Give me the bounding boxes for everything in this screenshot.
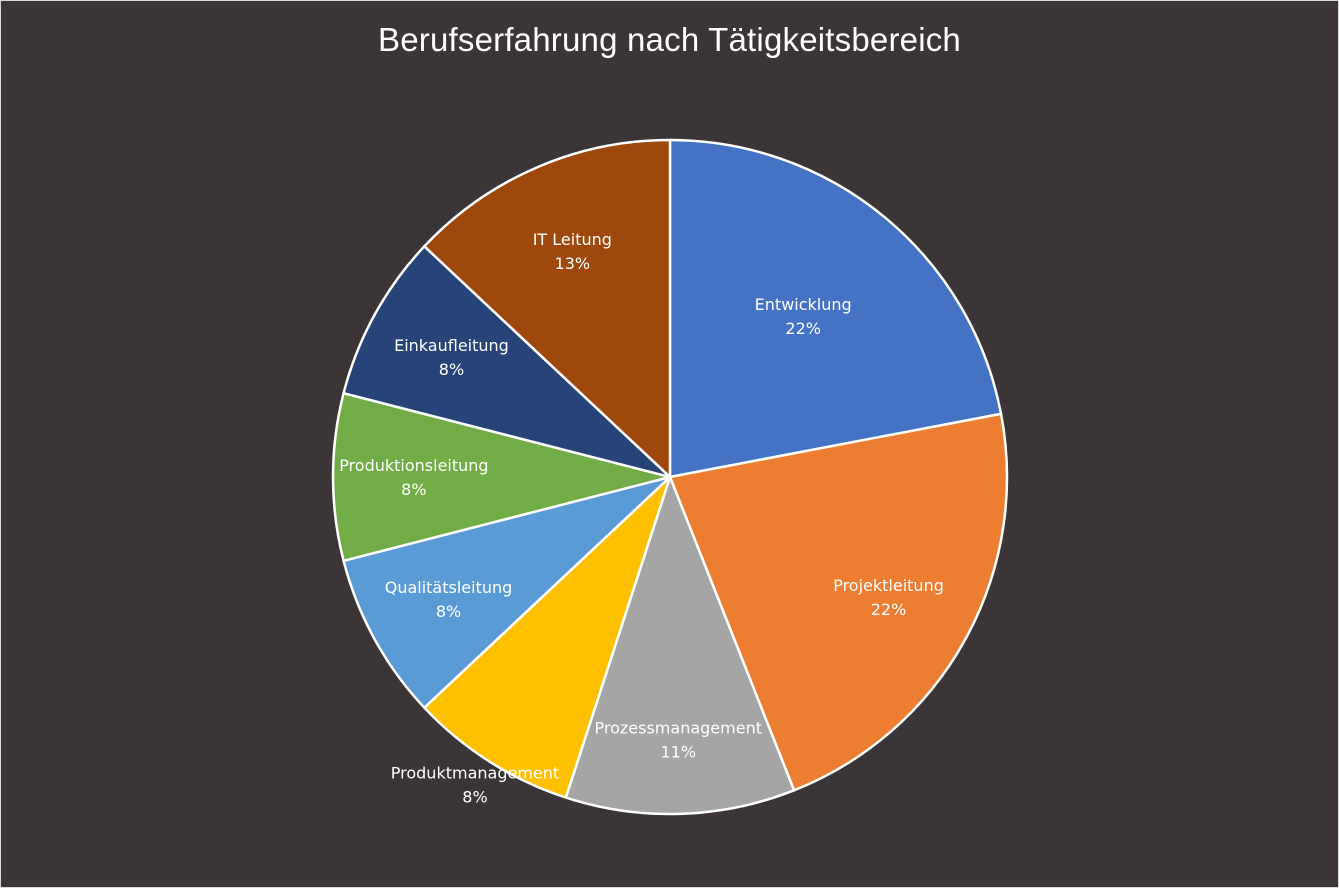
data-label-category: IT Leitung	[533, 230, 612, 249]
pie-slice-einkaufleitung	[342, 245, 672, 479]
data-label-percent: 8%	[401, 480, 426, 499]
data-label-category: Prozessmanagement	[595, 719, 762, 738]
data-label-category: Produktmanagement	[391, 763, 559, 782]
pie-slice-projektleitung	[668, 412, 1009, 792]
data-label: Projektleitung 22%	[833, 576, 944, 619]
data-label-percent: 8%	[436, 602, 461, 621]
data-label: Prozessmanagement 11%	[595, 719, 762, 762]
data-label: Produktionsleitung 8%	[339, 456, 488, 499]
pie-labels: Entwicklung 22% Projektleitung 22% Prozessma…	[339, 230, 944, 806]
data-label-percent: 22%	[871, 600, 907, 619]
data-label-category: Produktionsleitung	[339, 456, 488, 475]
data-label: IT Leitung 13%	[533, 230, 612, 273]
data-label: Entwicklung 22%	[755, 295, 852, 338]
data-label: Qualitätsleitung 8%	[385, 578, 513, 621]
pie-slice-produktionsleitung	[331, 391, 672, 563]
chart-title: Berufserfahrung nach Tätigkeitsbereich	[378, 21, 961, 58]
pie-slice-prozessmanagement	[564, 475, 796, 816]
data-label: Einkaufleitung 8%	[394, 336, 509, 379]
data-label-percent: 8%	[462, 787, 487, 806]
data-label-percent: 11%	[660, 743, 696, 762]
data-label-category: Entwicklung	[755, 295, 852, 314]
data-label: Produktmanagement 8%	[391, 763, 559, 806]
data-label-percent: 22%	[785, 319, 821, 338]
data-label-percent: 13%	[555, 254, 591, 273]
pie-slices	[331, 138, 1009, 816]
data-label-percent: 8%	[439, 360, 464, 379]
data-label-category: Qualitätsleitung	[385, 578, 513, 597]
pie-slice-it-leitung	[423, 138, 672, 479]
data-label-category: Einkaufleitung	[394, 336, 509, 355]
pie-slice-qualit-tsleitung	[342, 475, 672, 709]
pie-slice-produktmanagement	[423, 475, 672, 799]
pie-slice-entwicklung	[668, 138, 1003, 479]
data-label-category: Projektleitung	[833, 576, 944, 595]
